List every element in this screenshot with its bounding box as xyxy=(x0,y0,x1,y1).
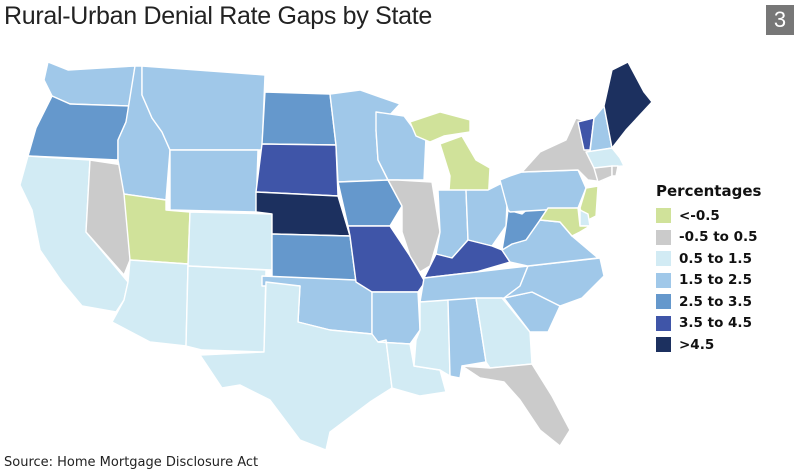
legend: Percentages <-0.5 -0.5 to 0.5 0.5 to 1.5 1.… xyxy=(656,182,761,356)
legend-label: 3.5 to 4.5 xyxy=(679,315,752,332)
state-me xyxy=(603,61,653,149)
legend-swatch xyxy=(656,337,671,353)
state-ma xyxy=(585,147,625,169)
legend-label: 1.5 to 2.5 xyxy=(679,272,752,289)
state-ar xyxy=(371,291,421,345)
state-fl xyxy=(461,363,571,447)
state-mt xyxy=(141,65,266,151)
state-ct xyxy=(593,165,613,183)
legend-item: 1.5 to 2.5 xyxy=(656,270,761,292)
legend-label: <-0.5 xyxy=(679,207,720,224)
state-ks xyxy=(271,233,357,283)
legend-item: 3.5 to 4.5 xyxy=(656,313,761,335)
legend-item: 2.5 to 3.5 xyxy=(656,291,761,313)
page-title: Rural-Urban Denial Rate Gaps by State xyxy=(4,2,432,30)
state-tx xyxy=(199,281,393,451)
state-ia xyxy=(337,179,403,227)
legend-swatch xyxy=(656,208,671,224)
state-mi xyxy=(409,111,471,143)
state-nd xyxy=(261,91,337,146)
state-il xyxy=(387,179,441,273)
state-mi xyxy=(439,135,491,207)
state-pa xyxy=(499,169,587,213)
legend-title: Percentages xyxy=(656,182,762,200)
legend-swatch xyxy=(656,272,671,288)
state-la xyxy=(377,339,447,397)
legend-label: -0.5 to 0.5 xyxy=(679,229,758,246)
state-or xyxy=(27,95,131,161)
legend-item: >4.5 xyxy=(656,334,761,356)
state-co xyxy=(187,211,273,271)
state-ms xyxy=(413,299,451,377)
state-wy xyxy=(169,149,259,213)
legend-swatch xyxy=(656,315,671,331)
state-ri xyxy=(611,165,619,177)
legend-swatch xyxy=(656,294,671,310)
source-note: Source: Home Mortgage Disclosure Act xyxy=(4,455,259,470)
state-oh xyxy=(465,179,509,247)
state-md xyxy=(539,207,591,237)
legend-swatch xyxy=(656,229,671,245)
state-sd xyxy=(255,143,339,197)
state-nm xyxy=(185,265,267,353)
legend-item: -0.5 to 0.5 xyxy=(656,227,761,249)
legend-item: 0.5 to 1.5 xyxy=(656,248,761,270)
legend-label: 0.5 to 1.5 xyxy=(679,250,752,267)
legend-swatch xyxy=(656,251,671,267)
legend-item: <-0.5 xyxy=(656,205,761,227)
figure-number-badge: 3 xyxy=(766,5,794,35)
legend-label: >4.5 xyxy=(679,336,715,353)
legend-label: 2.5 to 3.5 xyxy=(679,293,752,310)
